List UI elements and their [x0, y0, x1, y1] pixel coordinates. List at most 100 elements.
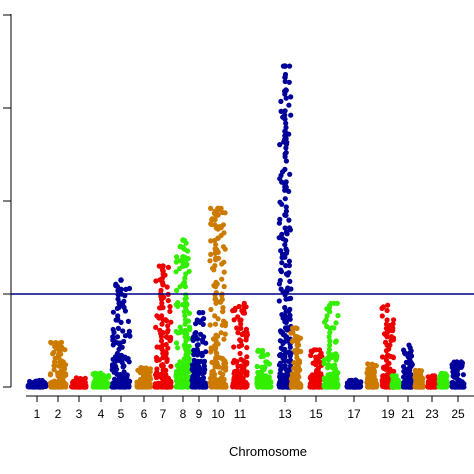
snp-point-chr18 — [368, 376, 374, 382]
snp-point-chr21 — [407, 363, 413, 369]
snp-point-chr5 — [114, 317, 120, 323]
snp-point-chr12 — [256, 372, 262, 378]
snp-point-chr19 — [384, 330, 390, 336]
snp-point-chr8 — [182, 317, 189, 323]
snp-point-chr5 — [115, 380, 121, 386]
snp-point-chr9 — [194, 359, 200, 365]
snp-point-chr9 — [201, 363, 207, 369]
snp-point-chr14 — [295, 359, 301, 365]
snp-point-chr10 — [212, 292, 218, 298]
snp-point-chr9 — [194, 342, 200, 348]
snp-point-chr8 — [174, 254, 180, 260]
snp-point-chr14 — [294, 325, 300, 331]
snp-point-chr13 — [282, 196, 288, 202]
snp-point-chr7 — [160, 342, 166, 348]
snp-point-chr5 — [115, 325, 121, 331]
snp-point-chr18 — [365, 380, 371, 386]
snp-point-chr8 — [182, 300, 188, 306]
snp-point-chr13 — [287, 278, 293, 284]
snp-point-chr10 — [218, 355, 224, 361]
snp-point-chr10 — [216, 380, 222, 386]
snp-point-chr8 — [177, 359, 183, 365]
snp-point-chr7 — [168, 363, 174, 369]
snp-point-chr8 — [182, 296, 188, 302]
snp-point-chr7 — [159, 300, 165, 306]
snp-point-chr11 — [231, 381, 237, 387]
snp-point-chr13 — [276, 220, 282, 226]
snp-point-chr7 — [167, 338, 173, 344]
snp-point-chr10 — [208, 238, 214, 244]
snp-point-chr13 — [284, 334, 290, 340]
snp-point-chr10 — [221, 283, 227, 290]
snp-point-chr10 — [212, 296, 218, 302]
snp-point-chr5 — [118, 319, 124, 325]
snp-point-chr11 — [235, 314, 241, 320]
snp-point-chr6 — [142, 371, 148, 377]
snp-point-chr5 — [114, 371, 120, 377]
snp-point-chr16 — [324, 313, 330, 319]
significant-snp-point — [160, 281, 166, 288]
snp-point-chr10 — [213, 279, 219, 285]
snp-point-chr13 — [283, 309, 289, 315]
snp-point-chr19 — [383, 366, 389, 372]
snp-point-chr2 — [60, 383, 67, 390]
snp-point-chr1 — [29, 382, 35, 388]
snp-point-chr2 — [51, 363, 57, 369]
snp-point-chr17 — [350, 384, 357, 390]
snp-point-chr2 — [55, 384, 61, 390]
significant-snp-point — [180, 253, 186, 260]
snp-point-chr11 — [239, 342, 245, 348]
snp-point-chr9 — [201, 358, 208, 364]
snp-point-chr10 — [208, 205, 214, 211]
snp-point-chr11 — [243, 326, 249, 332]
snp-point-chr13 — [283, 87, 289, 93]
snp-point-chr13 — [282, 166, 288, 172]
snp-point-chr9 — [200, 310, 206, 316]
snp-point-chr19 — [384, 307, 390, 314]
snp-point-chr10 — [208, 221, 214, 227]
snp-point-chr23 — [428, 384, 434, 390]
snp-point-chr9 — [193, 371, 199, 377]
snp-point-chr13 — [282, 78, 288, 85]
snp-point-chr7 — [159, 313, 165, 319]
significant-snp-point — [282, 63, 288, 69]
snp-point-chr8 — [181, 309, 187, 315]
snp-point-chr8 — [185, 248, 191, 254]
snp-point-chr16 — [327, 371, 333, 377]
snp-point-chr5 — [110, 342, 116, 348]
snp-point-chr13 — [282, 350, 288, 357]
snp-point-chr10 — [212, 217, 218, 223]
snp-point-chr19 — [383, 325, 389, 331]
significant-snp-point — [180, 237, 186, 243]
snp-point-chr8 — [182, 258, 188, 265]
snp-point-chr8 — [185, 383, 191, 389]
significant-snp-point — [215, 249, 221, 255]
snp-point-chr11 — [234, 368, 240, 374]
significant-snp-point — [180, 263, 186, 269]
snp-point-chr21 — [407, 359, 413, 365]
x-ticks: 1 2 3 4 5 6 7 8 9 10 11 13 15 17 19 21 23 25 — [34, 396, 465, 421]
snp-point-chr10 — [220, 365, 226, 371]
snp-point-chr4 — [91, 381, 97, 387]
snp-point-chr13 — [283, 371, 289, 377]
significant-snp-point — [180, 244, 186, 251]
x-tick-label: 19 — [381, 407, 395, 421]
snp-point-chr7 — [164, 358, 170, 364]
snp-point-chr7 — [158, 292, 164, 298]
snp-point-chr13 — [283, 288, 290, 294]
snp-point-chr7 — [168, 319, 174, 325]
snp-point-chr6 — [140, 384, 146, 390]
snp-point-chr8 — [173, 269, 179, 275]
snp-point-chr10 — [221, 269, 227, 275]
snp-point-chr5 — [121, 369, 127, 375]
snp-point-chr12 — [268, 369, 274, 375]
snp-point-chr24 — [442, 371, 449, 377]
snp-point-chr13 — [278, 329, 284, 335]
snp-point-chr13 — [286, 102, 292, 108]
snp-point-chr13 — [283, 376, 289, 382]
x-tick-label: 11 — [234, 407, 247, 421]
snp-point-chr5 — [122, 354, 128, 360]
snp-point-chr5 — [122, 333, 128, 339]
snp-point-chr9 — [200, 380, 206, 386]
snp-point-chr9 — [194, 376, 200, 382]
